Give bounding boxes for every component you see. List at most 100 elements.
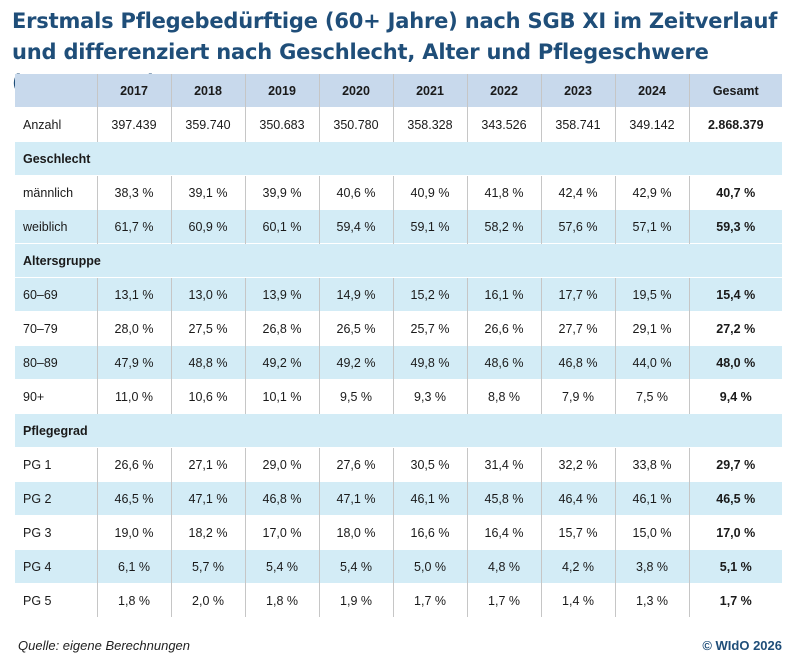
- table-cell: 19,5 %: [614, 277, 689, 312]
- row-label: PG 3: [15, 515, 97, 550]
- section-label: Pflegegrad: [15, 413, 782, 448]
- table-row: PG 3 19,0 % 18,2 % 17,0 % 18,0 % 16,6 % 16,4 %…: [15, 515, 782, 550]
- table-cell: 10,6 %: [170, 379, 245, 414]
- table-cell: 45,8 %: [466, 481, 541, 516]
- table-cell: 1,3 %: [614, 583, 689, 617]
- table-cell: 26,6 %: [96, 447, 171, 482]
- table-cell: 10,1 %: [244, 379, 319, 414]
- table-cell: 16,4 %: [466, 515, 541, 550]
- section-label: Altersgruppe: [15, 243, 782, 278]
- header-year: 2020: [318, 74, 393, 108]
- table-row: weiblich 61,7 % 60,9 % 60,1 % 59,4 % 59,1 % 58…: [15, 209, 782, 244]
- row-label: PG 2: [15, 481, 97, 516]
- section-row: Altersgruppe: [15, 243, 782, 278]
- table-cell: 29,1 %: [614, 311, 689, 346]
- table-cell: 9,5 %: [318, 379, 393, 414]
- table-cell: 61,7 %: [96, 209, 171, 244]
- table-cell: 6,1 %: [96, 549, 171, 584]
- table-cell: 60,1 %: [244, 209, 319, 244]
- table-cell: 5,4 %: [244, 549, 319, 584]
- table-cell: 13,0 %: [170, 277, 245, 312]
- total-cell: 9,4 %: [688, 379, 782, 414]
- table-cell: 33,8 %: [614, 447, 689, 482]
- table-cell: 47,9 %: [96, 345, 171, 380]
- header-year: 2018: [170, 74, 245, 108]
- table-cell: 39,1 %: [170, 175, 245, 210]
- total-cell: 2.868.379: [688, 107, 782, 142]
- table-cell: 1,7 %: [466, 583, 541, 617]
- table-cell: 8,8 %: [466, 379, 541, 414]
- table-cell: 46,1 %: [614, 481, 689, 516]
- table-header-row: 2017 2018 2019 2020 2021 2022 2023 2024 Gesamt: [15, 74, 782, 108]
- table-cell: 359.740: [170, 107, 245, 142]
- header-year: 2023: [540, 74, 615, 108]
- table-cell: 46,8 %: [540, 345, 615, 380]
- table-cell: 7,9 %: [540, 379, 615, 414]
- table-cell: 18,2 %: [170, 515, 245, 550]
- table-cell: 49,2 %: [244, 345, 319, 380]
- header-year: 2022: [466, 74, 541, 108]
- header-year: 2019: [244, 74, 319, 108]
- table-cell: 46,1 %: [392, 481, 467, 516]
- total-cell: 29,7 %: [688, 447, 782, 482]
- table-cell: 42,9 %: [614, 175, 689, 210]
- table-cell: 397.439: [96, 107, 171, 142]
- table-cell: 32,2 %: [540, 447, 615, 482]
- table-cell: 57,1 %: [614, 209, 689, 244]
- total-cell: 5,1 %: [688, 549, 782, 584]
- table-cell: 18,0 %: [318, 515, 393, 550]
- table-cell: 49,8 %: [392, 345, 467, 380]
- table-row: Anzahl 397.439 359.740 350.683 350.780 358.32…: [15, 107, 782, 142]
- header-corner-cell: [15, 74, 97, 108]
- table-cell: 16,1 %: [466, 277, 541, 312]
- table-body: Anzahl 397.439 359.740 350.683 350.780 358.32…: [15, 107, 782, 617]
- total-cell: 48,0 %: [688, 345, 782, 380]
- table-cell: 28,0 %: [96, 311, 171, 346]
- table-cell: 39,9 %: [244, 175, 319, 210]
- table-row: PG 4 6,1 % 5,7 % 5,4 % 5,4 % 5,0 % 4,8 % 4,2 % 3…: [15, 549, 782, 584]
- table-cell: 14,9 %: [318, 277, 393, 312]
- row-label: männlich: [15, 175, 97, 210]
- table-cell: 2,0 %: [170, 583, 245, 617]
- total-cell: 59,3 %: [688, 209, 782, 244]
- table-cell: 29,0 %: [244, 447, 319, 482]
- data-table: 2017 2018 2019 2020 2021 2022 2023 2024 Gesamt A…: [15, 74, 782, 617]
- table-cell: 46,8 %: [244, 481, 319, 516]
- chart-title: Erstmals Pflegebedürftige (60+ Jahre) na…: [12, 9, 778, 95]
- header-total: Gesamt: [688, 74, 782, 108]
- table-cell: 26,6 %: [466, 311, 541, 346]
- table-cell: 1,9 %: [318, 583, 393, 617]
- table-cell: 349.142: [614, 107, 689, 142]
- table-cell: 60,9 %: [170, 209, 245, 244]
- table-cell: 26,8 %: [244, 311, 319, 346]
- row-label: 70–79: [15, 311, 97, 346]
- table-cell: 25,7 %: [392, 311, 467, 346]
- row-label: PG 5: [15, 583, 97, 617]
- table-cell: 9,3 %: [392, 379, 467, 414]
- table-cell: 47,1 %: [170, 481, 245, 516]
- table-cell: 38,3 %: [96, 175, 171, 210]
- table-row: 80–89 47,9 % 48,8 % 49,2 % 49,2 % 49,8 % 48,6 …: [15, 345, 782, 380]
- table-cell: 3,8 %: [614, 549, 689, 584]
- table-cell: 1,7 %: [392, 583, 467, 617]
- table-cell: 27,5 %: [170, 311, 245, 346]
- table-cell: 5,4 %: [318, 549, 393, 584]
- table-cell: 17,0 %: [244, 515, 319, 550]
- header-year: 2024: [614, 74, 689, 108]
- table-cell: 358.328: [392, 107, 467, 142]
- total-cell: 1,7 %: [688, 583, 782, 617]
- table-cell: 15,0 %: [614, 515, 689, 550]
- row-label: weiblich: [15, 209, 97, 244]
- table-cell: 27,7 %: [540, 311, 615, 346]
- section-row: Pflegegrad: [15, 413, 782, 448]
- table-cell: 26,5 %: [318, 311, 393, 346]
- table-cell: 15,2 %: [392, 277, 467, 312]
- table-cell: 19,0 %: [96, 515, 171, 550]
- table-cell: 15,7 %: [540, 515, 615, 550]
- table-cell: 358.741: [540, 107, 615, 142]
- table-cell: 30,5 %: [392, 447, 467, 482]
- total-cell: 27,2 %: [688, 311, 782, 346]
- row-label: 80–89: [15, 345, 97, 380]
- table-cell: 1,8 %: [96, 583, 171, 617]
- table-cell: 1,4 %: [540, 583, 615, 617]
